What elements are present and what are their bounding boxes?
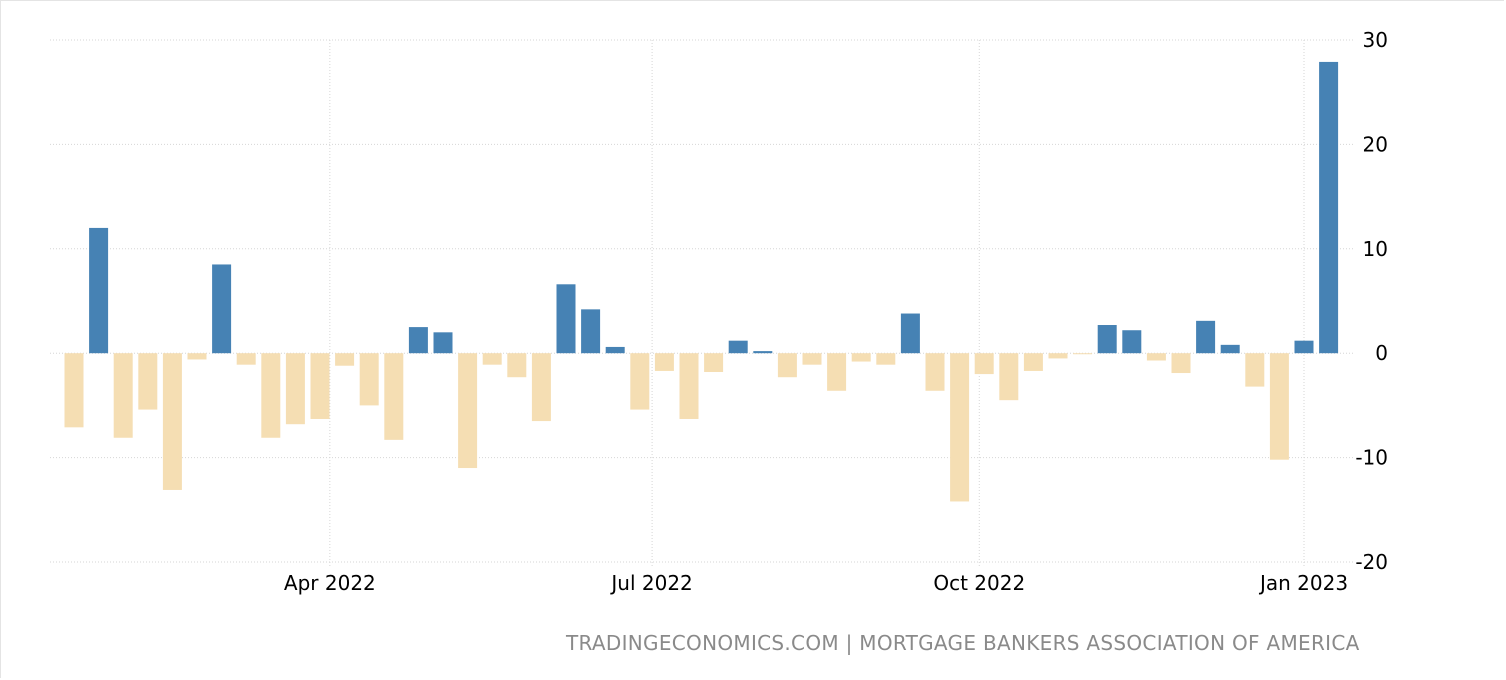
bar-negative (384, 353, 404, 440)
bar-negative (1269, 353, 1289, 460)
bar-negative (777, 353, 797, 378)
y-tick-label: 0 (1375, 341, 1388, 365)
y-tick-label: 10 (1363, 237, 1388, 261)
bar-positive (433, 332, 453, 354)
bar-negative (950, 353, 970, 502)
bar-positive (605, 346, 625, 354)
grid-lines (50, 39, 1354, 568)
bar-negative (310, 353, 330, 419)
bar-positive (1122, 330, 1142, 354)
bar-negative (974, 353, 994, 375)
bars (64, 61, 1339, 502)
bar-negative (359, 353, 379, 406)
bar-negative (1048, 353, 1068, 359)
bar-positive (556, 284, 576, 354)
bar-negative (187, 353, 207, 360)
y-tick-label: 20 (1363, 132, 1388, 156)
bar-positive (89, 227, 109, 354)
bar-negative (802, 353, 822, 365)
bar-negative (876, 353, 896, 365)
bar-positive (1196, 320, 1216, 354)
bar-positive (900, 313, 920, 354)
bar-negative (851, 353, 871, 362)
bar-negative (1146, 353, 1166, 361)
x-tick-label: Jan 2023 (1258, 571, 1348, 595)
bar-positive (728, 340, 748, 354)
bar-negative (335, 353, 355, 366)
bar-negative (113, 353, 133, 438)
bar-negative (261, 353, 281, 438)
bar-negative (679, 353, 699, 419)
bar-negative (630, 353, 650, 410)
bar-positive (1294, 340, 1314, 354)
bar-positive (1220, 344, 1240, 354)
bar-negative (285, 353, 305, 425)
bar-negative (482, 353, 502, 365)
bar-negative (507, 353, 527, 378)
y-tick-label: 30 (1363, 28, 1388, 52)
bar-negative (827, 353, 847, 391)
bar-positive (408, 327, 428, 354)
bar-positive (753, 351, 773, 354)
bar-negative (1245, 353, 1265, 387)
bar-negative (1171, 353, 1191, 374)
bar-positive (212, 264, 232, 354)
x-tick-label: Apr 2022 (284, 571, 376, 595)
y-axis-tick-labels: 30 20 10 0 -10 -20 (1355, 28, 1388, 574)
bar-negative (162, 353, 182, 490)
bar-negative (704, 353, 724, 372)
x-tick-label: Jul 2022 (609, 571, 692, 595)
bar-negative (925, 353, 945, 391)
bar-negative (531, 353, 551, 422)
bar-negative (1073, 353, 1093, 355)
bar-negative (999, 353, 1019, 401)
x-axis-tick-labels: Apr 2022 Jul 2022 Oct 2022 Jan 2023 (284, 571, 1348, 595)
bar-negative (64, 353, 84, 428)
y-tick-label: -10 (1355, 446, 1388, 470)
x-tick-label: Oct 2022 (933, 571, 1025, 595)
bar-negative (654, 353, 674, 371)
bar-positive (581, 309, 601, 354)
bar-negative (138, 353, 158, 410)
bar-positive (1097, 325, 1117, 354)
bar-negative (458, 353, 478, 469)
bar-negative (236, 353, 256, 365)
source-credit: TRADINGECONOMICS.COM | MORTGAGE BANKERS … (566, 631, 1360, 655)
y-tick-label: -20 (1355, 550, 1388, 574)
bar-positive (1319, 61, 1339, 354)
bar-negative (1023, 353, 1043, 371)
